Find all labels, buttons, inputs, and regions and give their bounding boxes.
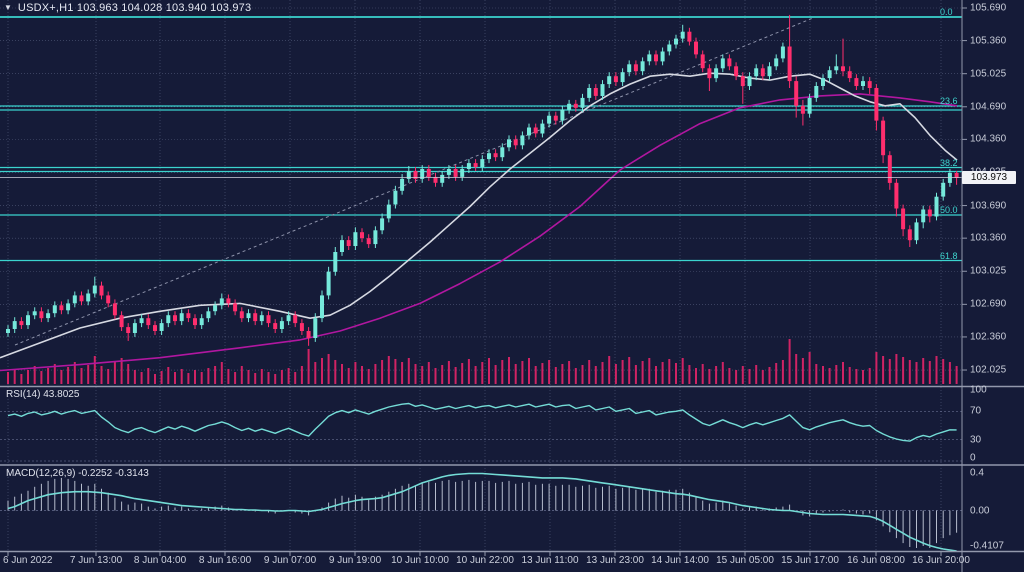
price-axis-label: 105.025 [970,68,1007,80]
time-axis-label: 6 Jun 2022 [3,555,53,566]
fib-level-label: 61.8 [940,250,958,261]
candlesticks [6,14,959,346]
price-axis-label: 102.690 [970,298,1007,310]
ma-slow-line [0,93,958,372]
price-axis-label: 105.690 [970,2,1007,14]
price-axis-label: 103.360 [970,232,1007,244]
rsi-axis-label: 100 [970,384,987,396]
price-axis-label: 105.360 [970,35,1007,47]
macd-axis-label: 0.4 [970,467,984,479]
macd-histogram [7,477,958,548]
rsi-indicator-label: RSI(14) 43.8025 [6,389,80,400]
macd-line [7,472,957,552]
time-axis-label: 16 Jun 08:00 [847,555,905,566]
time-axis-label: 15 Jun 05:00 [716,555,774,566]
rsi-axis-label: 30 [970,434,982,446]
macd-axis-label: -0.4107 [970,540,1004,552]
fib-level-label: 38.2 [940,157,958,168]
time-axis-label: 15 Jun 17:00 [781,555,839,566]
grid-horizontal-lines [0,7,962,371]
grid-vertical-lines [7,0,942,551]
time-axis-label: 16 Jun 20:00 [912,555,970,566]
time-axis-label: 8 Jun 04:00 [133,555,187,566]
price-axis-label: 104.360 [970,133,1007,145]
volume-bars [7,339,958,384]
time-axis-label: 13 Jun 11:00 [521,555,579,566]
price-axis-label: 102.025 [970,364,1007,376]
symbol-dropdown-icon[interactable]: ▼ [4,3,12,12]
price-axis-label: 103.690 [970,200,1007,212]
macd-indicator-label: MACD(12,26,9) -0.2252 -0.3143 [6,468,149,479]
time-axis-label: 14 Jun 14:00 [651,555,709,566]
time-axis-label: 7 Jun 13:00 [69,555,123,566]
time-axis-label: 10 Jun 10:00 [391,555,449,566]
time-axis-label: 8 Jun 16:00 [198,555,252,566]
price-axis-label: 102.360 [970,331,1007,343]
fibonacci-lines[interactable] [0,16,962,262]
fib-level-label: 50.0 [940,205,958,215]
ma-fast-line [0,72,958,359]
fib-level-label: 0.0 [940,7,953,17]
price-axis-label: 104.690 [970,101,1007,113]
rsi-axis-label: 70 [970,405,982,417]
rsi-axis-label: 0 [970,452,976,464]
time-axis-label: 9 Jun 07:00 [263,555,317,566]
time-axis-label: 9 Jun 19:00 [328,555,382,566]
chart-header: ▼ USDX+,H1 103.963 104.028 103.940 103.9… [4,2,251,14]
ohlc-readout: USDX+,H1 103.963 104.028 103.940 103.973 [17,2,252,14]
trendline[interactable] [14,17,814,346]
indicator-level-lines [0,410,962,511]
current-price-tag: 103.973 [962,171,1016,184]
price-axis-label: 103.025 [970,265,1007,277]
time-axis-label: 13 Jun 23:00 [586,555,644,566]
rsi-line [7,402,957,442]
fib-level-label: 23.6 [940,96,958,106]
macd-axis-label: 0.00 [970,505,990,516]
time-axis-label: 10 Jun 22:00 [456,555,514,566]
